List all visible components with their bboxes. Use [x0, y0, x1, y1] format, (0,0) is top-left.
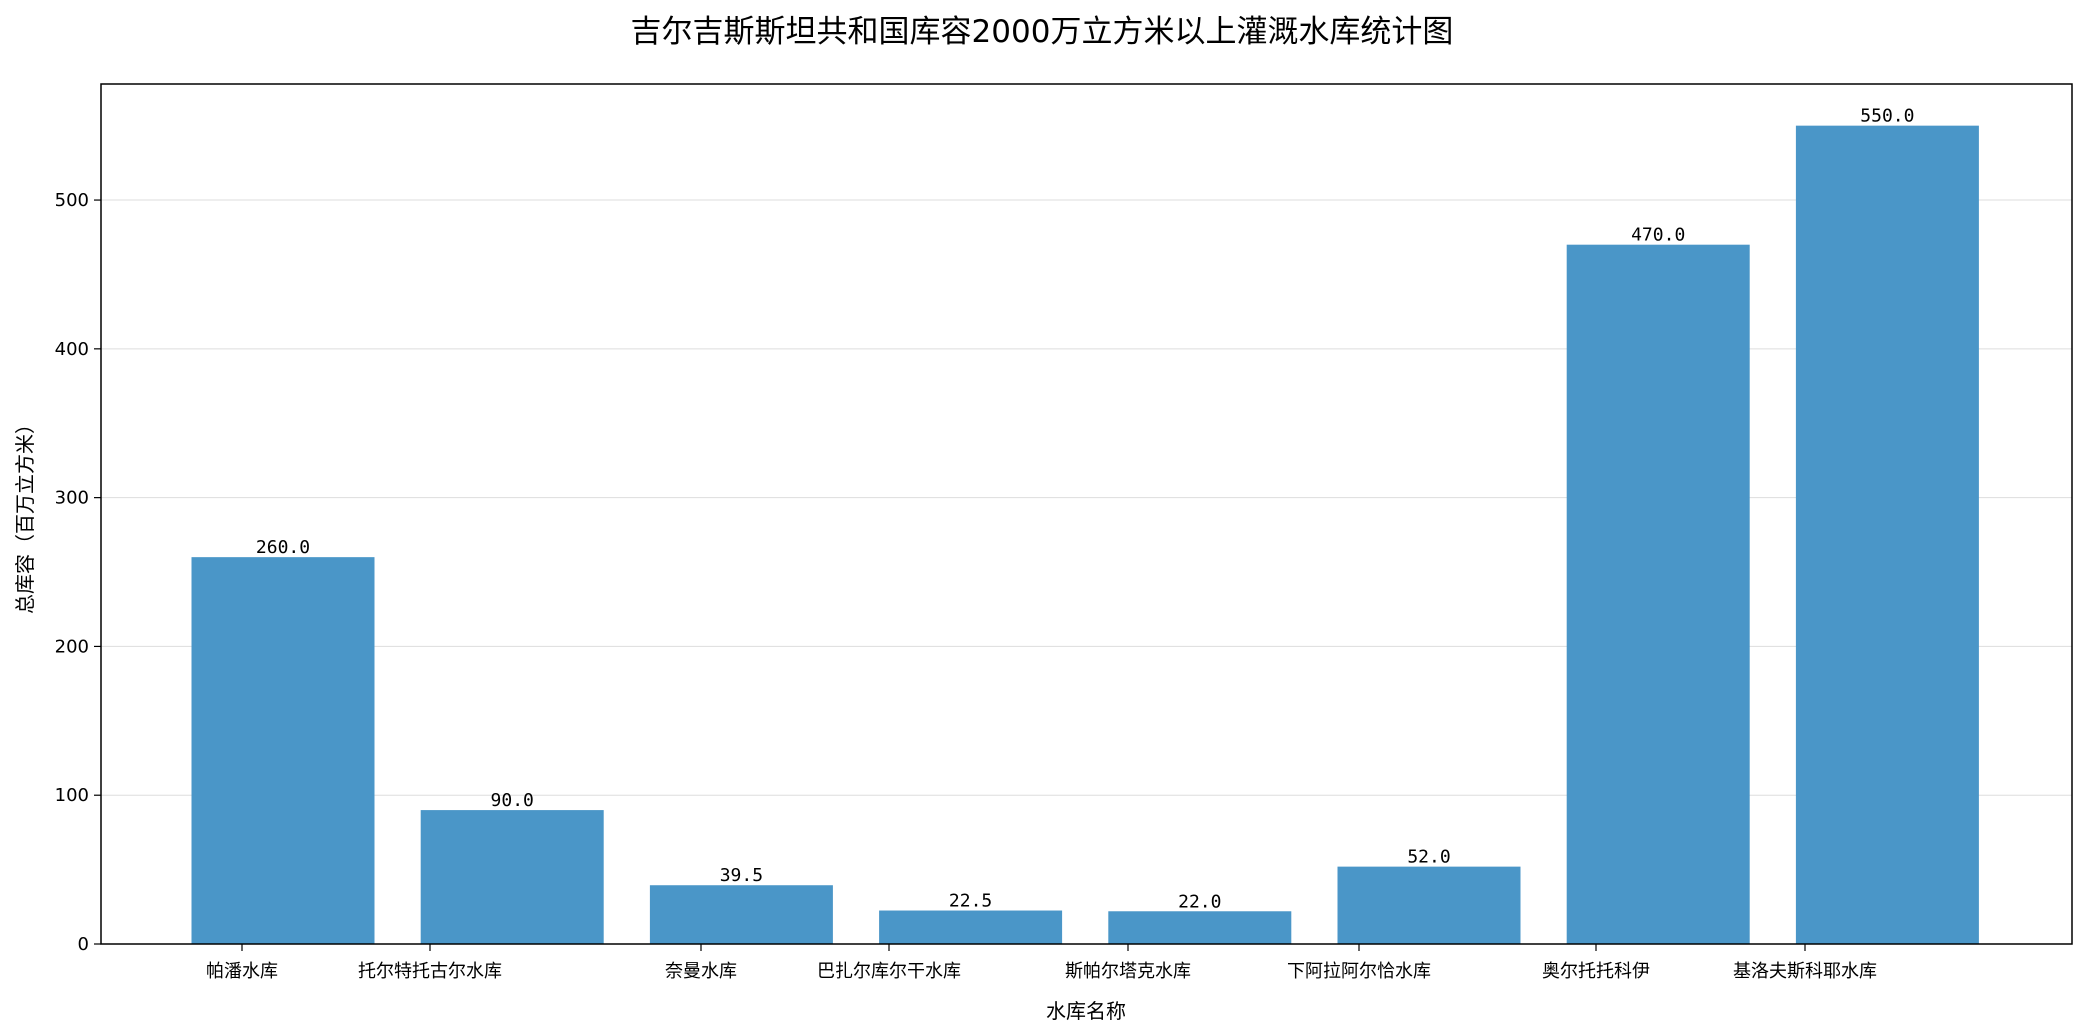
bar — [1795, 125, 1979, 945]
bar-value-label: 52.0 — [1407, 847, 1450, 868]
x-tick-label: 托尔特托古尔水库 — [358, 961, 502, 982]
y-axis-title: 总库容（百万立方米） — [13, 414, 37, 614]
x-axis-ticks: 帕潘水库 托尔特托古尔水库 奈曼水库 巴扎尔库尔干水库 斯帕尔塔克水库 下阿拉阿尔恰水库 奥… — [206, 944, 1877, 982]
x-tick-label: 斯帕尔塔克水库 — [1065, 961, 1191, 982]
grid-lines — [101, 199, 2072, 796]
y-tick-label: 400 — [55, 339, 89, 360]
y-tick-label: 100 — [55, 785, 89, 806]
bar-value-label: 260.0 — [256, 537, 310, 558]
bar-value-label: 470.0 — [1631, 225, 1685, 246]
data-labels: 260.0 90.0 39.5 22.5 22.0 52.0 470.0 550.0 — [256, 106, 1915, 913]
bars — [191, 125, 1979, 945]
x-tick-label: 帕潘水库 — [206, 961, 278, 982]
y-tick-label: 200 — [55, 636, 89, 657]
bar-value-label: 90.0 — [491, 790, 534, 811]
bar — [420, 810, 604, 944]
bar — [1108, 911, 1292, 944]
bar — [191, 557, 375, 944]
x-tick-label: 奈曼水库 — [665, 961, 737, 982]
bar-value-label: 39.5 — [720, 865, 763, 886]
y-tick-label: 0 — [78, 934, 89, 955]
x-tick-label: 基洛夫斯科耶水库 — [1733, 961, 1877, 982]
y-tick-label: 500 — [55, 190, 89, 211]
plot-frame — [100, 83, 2073, 945]
y-axis-ticks: 0 100 200 300 400 500 — [55, 190, 101, 955]
y-tick-label: 300 — [55, 488, 89, 509]
bar — [1566, 244, 1750, 945]
bar — [879, 910, 1063, 944]
bar — [649, 885, 833, 944]
x-axis-title: 水库名称 — [1046, 999, 1126, 1023]
x-tick-label: 下阿拉阿尔恰水库 — [1287, 961, 1431, 982]
bar-value-label: 22.5 — [949, 891, 992, 912]
chart-title: 吉尔吉斯斯坦共和国库容2000万立方米以上灌溉水库统计图 — [630, 14, 1454, 50]
x-tick-label: 巴扎尔库尔干水库 — [817, 961, 961, 982]
bar — [1337, 866, 1521, 944]
bar-value-label: 22.0 — [1178, 891, 1221, 912]
x-tick-label: 奥尔托托科伊 — [1542, 961, 1650, 982]
bar-value-label: 550.0 — [1860, 106, 1914, 127]
